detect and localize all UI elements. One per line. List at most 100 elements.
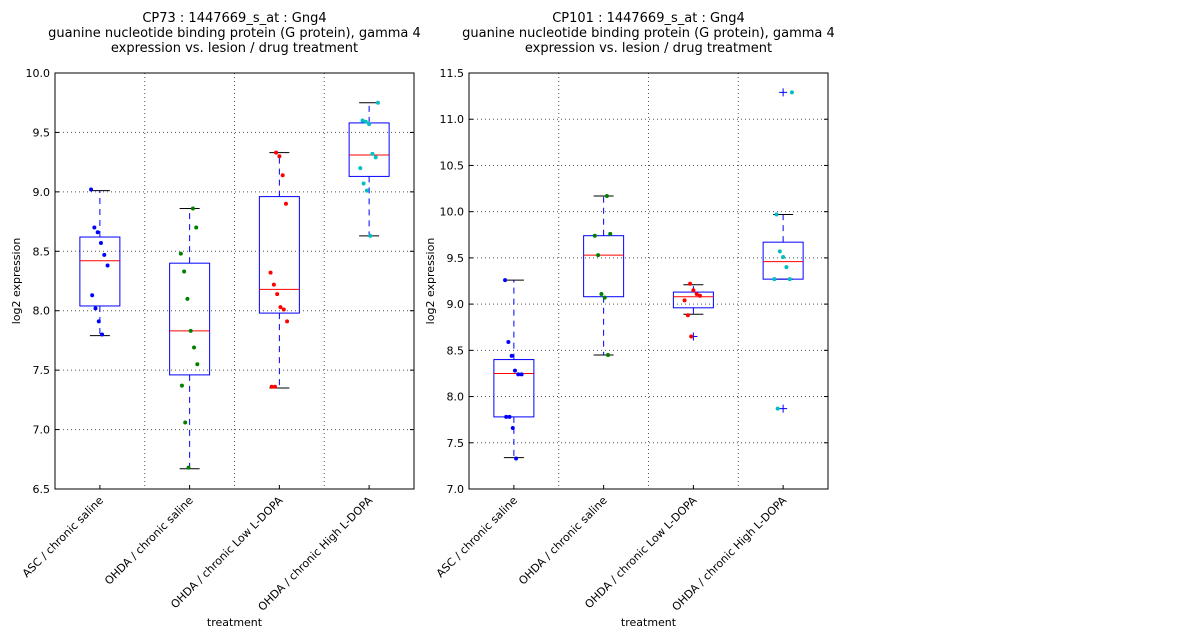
x-tick-label: ASC / chronic saline	[20, 494, 106, 580]
box-3	[672, 281, 714, 341]
box-iqr	[762, 241, 804, 280]
data-point	[777, 249, 782, 254]
outlier-marker	[779, 404, 788, 413]
data-point	[682, 298, 687, 303]
y-axis-label: log2 expression	[10, 238, 23, 325]
y-tick-label: 9.5	[33, 126, 51, 139]
y-tick-label: 10.0	[440, 206, 465, 219]
y-tick-label: 7.5	[33, 364, 51, 377]
data-point	[697, 293, 702, 298]
data-point	[93, 306, 98, 311]
data-point	[268, 270, 273, 275]
data-point	[596, 253, 601, 258]
data-point	[514, 456, 519, 461]
box-2	[583, 193, 625, 357]
y-tick-label: 11.0	[440, 113, 465, 126]
data-point	[179, 383, 184, 388]
data-point	[599, 291, 604, 296]
data-point	[90, 293, 95, 298]
plot-frame	[54, 72, 415, 490]
box-iqr	[258, 196, 300, 314]
data-point	[285, 319, 290, 324]
data-point	[504, 414, 509, 419]
y-tick-label: 9.5	[447, 252, 465, 265]
x-tick-label: ASC / chronic saline	[434, 494, 520, 580]
data-point	[269, 384, 274, 389]
box-1	[493, 278, 535, 461]
chart-title-line: expression vs. lesion / drug treatment	[111, 41, 358, 56]
data-point	[278, 305, 283, 310]
y-tick-label: 9.0	[33, 186, 51, 199]
x-tick-label: OHDA / chronic saline	[102, 494, 196, 588]
x-tick-label: OHDA / chronic saline	[516, 494, 610, 588]
box-iqr	[348, 122, 390, 177]
data-point	[606, 352, 611, 357]
data-point	[507, 414, 512, 419]
data-point	[186, 465, 191, 470]
data-point	[510, 425, 515, 430]
box-iqr	[169, 262, 211, 376]
data-point	[506, 340, 511, 345]
box-iqr	[583, 235, 625, 298]
box-iqr	[493, 359, 535, 418]
y-tick-label: 7.0	[33, 424, 51, 437]
box-iqr	[79, 236, 121, 307]
y-tick-label: 8.5	[33, 245, 51, 258]
data-point	[95, 230, 100, 235]
data-point	[602, 295, 607, 300]
box-1	[79, 187, 121, 337]
plot-frame	[468, 72, 829, 490]
chart-title-line: guanine nucleotide binding protein (G pr…	[48, 26, 421, 41]
data-point	[358, 166, 363, 171]
y-tick-label: 8.0	[447, 391, 465, 404]
data-point	[194, 225, 199, 230]
data-point	[188, 328, 193, 333]
y-tick-label: 10.5	[440, 159, 465, 172]
data-point	[280, 173, 285, 178]
data-point	[509, 353, 514, 358]
box-4	[762, 88, 804, 413]
data-point	[363, 119, 368, 124]
data-point	[192, 345, 197, 350]
data-point	[190, 206, 195, 211]
y-axis-label: log2 expression	[424, 238, 437, 325]
x-axis-label: treatment	[621, 616, 677, 629]
data-point	[592, 233, 597, 238]
y-tick-label: 8.5	[447, 344, 465, 357]
data-point	[195, 362, 200, 367]
data-point	[102, 252, 107, 257]
data-point	[283, 201, 288, 206]
data-point	[784, 265, 789, 270]
data-point	[178, 251, 183, 256]
data-point	[604, 193, 609, 198]
data-point	[375, 100, 380, 105]
data-point	[781, 254, 786, 259]
box-iqr	[672, 291, 714, 309]
y-tick-label: 6.5	[33, 483, 51, 496]
data-point	[368, 233, 373, 238]
data-point	[370, 151, 375, 156]
y-tick-label: 7.5	[447, 437, 465, 450]
box-2	[169, 206, 211, 470]
box-3	[258, 150, 300, 389]
data-point	[694, 291, 699, 296]
data-point	[688, 281, 693, 286]
data-point	[277, 154, 282, 159]
data-point	[787, 277, 792, 282]
data-point	[281, 307, 286, 312]
data-point	[275, 292, 280, 297]
data-point	[512, 368, 517, 373]
y-tick-label: 7.0	[447, 483, 465, 496]
data-point	[364, 188, 369, 193]
data-point	[105, 263, 110, 268]
chart-title-line: CP101 : 1447669_s_at : Gng4	[552, 11, 745, 26]
data-point	[775, 406, 780, 411]
data-point	[182, 269, 187, 274]
data-point	[774, 212, 779, 217]
data-point	[503, 278, 508, 283]
data-point	[516, 372, 521, 377]
y-tick-label: 8.0	[33, 305, 51, 318]
